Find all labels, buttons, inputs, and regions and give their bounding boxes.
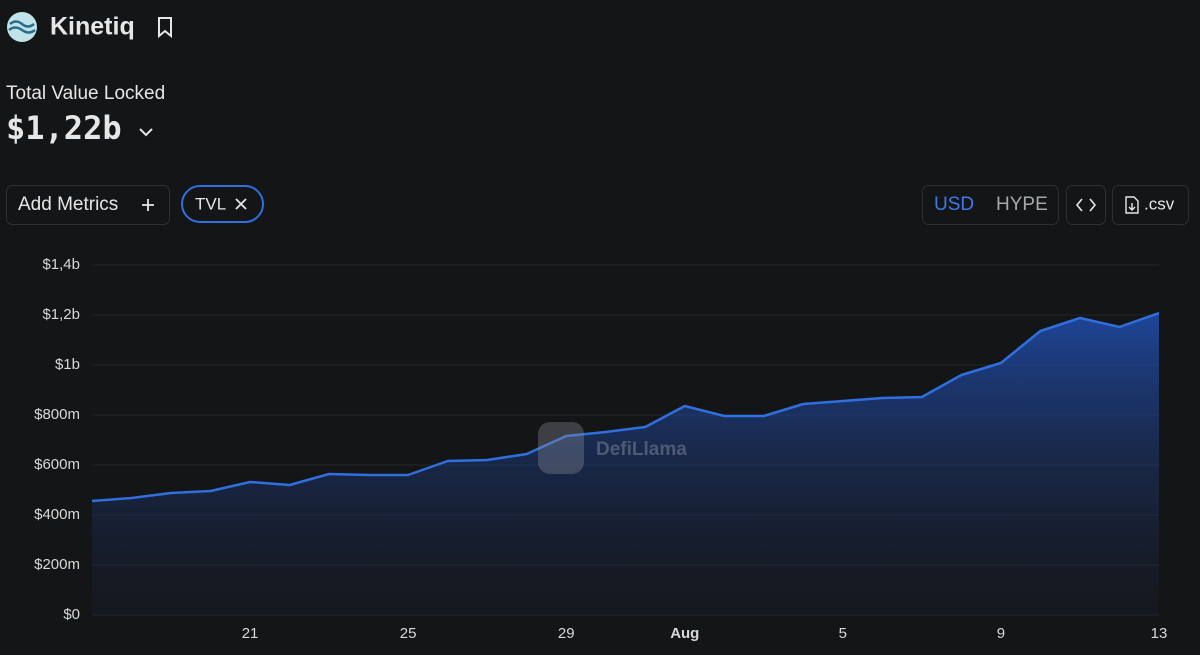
x-tick-label: 29 — [558, 625, 575, 642]
y-tick-label: $1,2b — [42, 306, 80, 323]
watermark-text: DefiLlama — [596, 439, 687, 460]
x-tick-label: 13 — [1151, 625, 1168, 642]
csv-label: .csv — [1144, 194, 1175, 213]
add-metrics-button[interactable]: Add Metrics — [6, 185, 170, 225]
y-tick-label: $1,4b — [42, 256, 80, 273]
y-tick-label: $200m — [34, 556, 80, 573]
area-fill — [92, 313, 1159, 615]
currency-option[interactable]: USD — [934, 194, 974, 215]
currency-toggle: USD HYPE — [922, 185, 1059, 225]
logo — [7, 12, 37, 42]
x-tick-label: 9 — [997, 625, 1005, 642]
y-tick-label: $400m — [34, 506, 80, 523]
metric-label: Total Value Locked — [6, 83, 165, 104]
csv-button[interactable]: .csv — [1112, 185, 1189, 225]
tvl-chip-label: TVL — [195, 194, 226, 213]
y-tick-label: $600m — [34, 456, 80, 473]
y-tick-label: $0 — [63, 606, 80, 623]
metric-value: $1,22b — [6, 109, 122, 147]
bookmark-icon[interactable] — [158, 17, 172, 39]
series-line — [91, 311, 1160, 503]
tvl-chip[interactable]: TVL — [181, 185, 264, 223]
x-tick-label: 5 — [839, 625, 847, 642]
x-tick-label: 25 — [400, 625, 417, 642]
chevron-icon[interactable] — [139, 128, 153, 137]
x-tick-label: Aug — [670, 625, 699, 642]
plot-area: $0 $200m $400m $600m $800m $1b $1,2b $1,4b 21 25 2… — [34, 256, 1167, 642]
add-metrics-label: Add Metrics — [18, 194, 118, 215]
y-tick-label: $800m — [34, 406, 80, 423]
watermark: DefiLlama — [538, 422, 687, 474]
protocol-title: Kinetiq — [50, 13, 135, 41]
y-tick-label: $1b — [55, 356, 80, 373]
embed-button[interactable] — [1066, 185, 1106, 225]
currency-option[interactable]: HYPE — [996, 194, 1048, 215]
x-tick-label: 21 — [242, 625, 259, 642]
